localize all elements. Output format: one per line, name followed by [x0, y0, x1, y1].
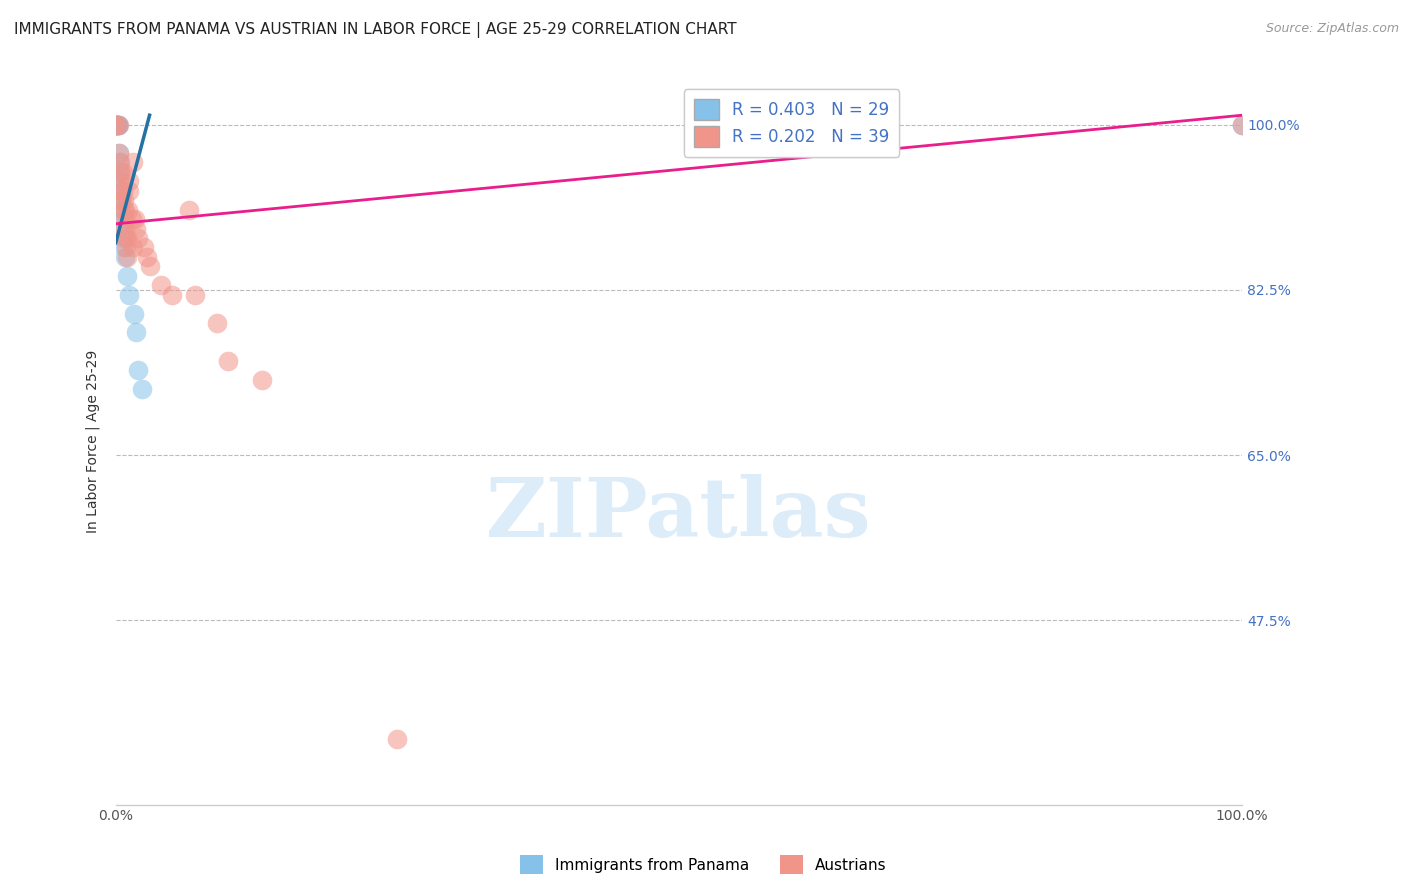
Point: [104, 118, 127, 132]
Point: [107, 118, 129, 132]
Point: [114, 212, 136, 227]
Point: [1230, 118, 1253, 132]
Text: ZIPatlas: ZIPatlas: [486, 474, 872, 554]
Point: [121, 155, 143, 169]
Point: [205, 316, 228, 330]
Point: [110, 202, 132, 217]
Point: [118, 184, 141, 198]
Point: [115, 231, 138, 245]
Point: [112, 231, 135, 245]
Point: [127, 363, 149, 377]
Point: [111, 212, 134, 227]
Point: [110, 174, 132, 188]
Point: [107, 118, 129, 132]
Point: [117, 202, 139, 217]
Point: [114, 250, 136, 264]
Point: [104, 118, 127, 132]
Point: [110, 184, 132, 198]
Point: [108, 165, 131, 179]
Point: [115, 240, 138, 254]
Point: [118, 287, 141, 301]
Point: [110, 155, 132, 169]
Point: [127, 231, 149, 245]
Point: [104, 118, 127, 132]
Point: [104, 118, 127, 132]
Point: [112, 193, 135, 207]
Point: [112, 240, 135, 254]
Point: [177, 202, 200, 217]
Point: [110, 165, 132, 179]
Y-axis label: In Labor Force | Age 25-29: In Labor Force | Age 25-29: [86, 350, 100, 533]
Point: [111, 184, 134, 198]
Point: [110, 184, 132, 198]
Point: [121, 240, 143, 254]
Point: [122, 306, 145, 320]
Point: [104, 118, 127, 132]
Text: IMMIGRANTS FROM PANAMA VS AUSTRIAN IN LABOR FORCE | AGE 25-29 CORRELATION CHART: IMMIGRANTS FROM PANAMA VS AUSTRIAN IN LA…: [14, 22, 737, 38]
Point: [387, 731, 409, 746]
Point: [110, 174, 132, 188]
Point: [114, 202, 136, 217]
Point: [217, 353, 239, 368]
Point: [108, 155, 131, 169]
Point: [115, 268, 138, 283]
Point: [108, 146, 131, 161]
Point: [111, 165, 134, 179]
Point: [121, 212, 143, 227]
Point: [118, 174, 141, 188]
Point: [104, 118, 127, 132]
Point: [107, 118, 129, 132]
Point: [160, 287, 183, 301]
Point: [108, 118, 131, 132]
Point: [124, 212, 146, 227]
Point: [125, 221, 148, 235]
Point: [136, 250, 159, 264]
Point: [250, 373, 273, 387]
Point: [114, 221, 136, 235]
Legend: R = 0.403   N = 29, R = 0.202   N = 39: R = 0.403 N = 29, R = 0.202 N = 39: [683, 89, 900, 157]
Point: [183, 287, 205, 301]
Point: [115, 250, 138, 264]
Point: [104, 118, 127, 132]
Point: [111, 221, 134, 235]
Point: [125, 326, 148, 340]
Point: [115, 231, 138, 245]
Point: [149, 278, 172, 293]
Point: [110, 193, 132, 207]
Point: [110, 165, 132, 179]
Point: [110, 193, 132, 207]
Point: [132, 240, 155, 254]
Point: [138, 260, 160, 274]
Point: [1230, 118, 1253, 132]
Text: Source: ZipAtlas.com: Source: ZipAtlas.com: [1265, 22, 1399, 36]
Legend: Immigrants from Panama, Austrians: Immigrants from Panama, Austrians: [513, 849, 893, 880]
Point: [112, 202, 135, 217]
Point: [108, 146, 131, 161]
Point: [131, 382, 153, 396]
Point: [107, 118, 129, 132]
